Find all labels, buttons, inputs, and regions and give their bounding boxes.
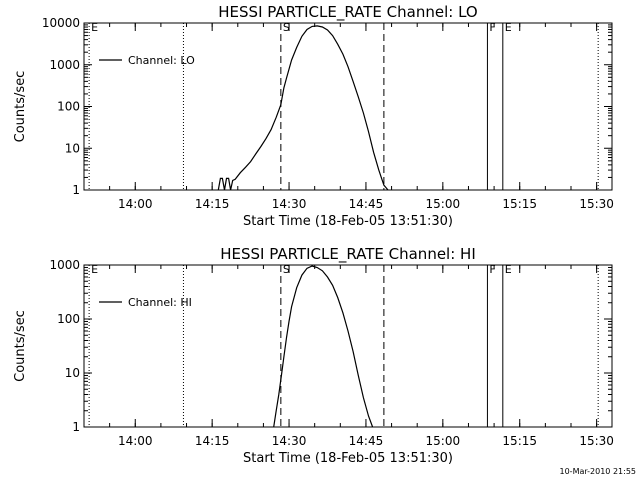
y-tick-label: 10000 — [42, 16, 80, 30]
plot-frame — [83, 22, 613, 191]
chart-title: HESSI PARTICLE_RATE Channel: LO — [218, 3, 477, 22]
x-tick-label: 14:45 — [349, 197, 384, 211]
x-tick-label: 14:30 — [272, 197, 307, 211]
chart-hi-channel: HESSI PARTICLE_RATE Channel: HI Start Tim… — [13, 245, 614, 466]
y-axis-label: Counts/sec — [13, 310, 28, 382]
x-axis-label: Start Time (18-Feb-05 13:51:30) — [243, 214, 453, 229]
y-tick-label: 1 — [72, 420, 80, 434]
event-marker-label: E — [505, 21, 512, 34]
series-line — [217, 25, 389, 191]
event-marker-label: F — [489, 21, 495, 34]
event-marker-label: S — [283, 263, 290, 276]
x-tick-label: 14:45 — [349, 434, 384, 448]
x-tick-label: 15:00 — [426, 197, 461, 211]
y-tick-label: 100 — [57, 100, 80, 114]
x-tick-label: 14:15 — [195, 434, 230, 448]
y-tick-label: 10 — [65, 366, 80, 380]
event-marker-label: F — [489, 263, 495, 276]
x-tick-label: 14:30 — [272, 434, 307, 448]
y-tick-label: 1000 — [49, 258, 80, 272]
x-tick-label: 14:15 — [195, 197, 230, 211]
series-line — [273, 265, 374, 428]
y-tick-label: 1 — [72, 183, 80, 197]
event-marker-label: E — [505, 263, 512, 276]
event-marker-label: S — [283, 21, 290, 34]
chart-title: HESSI PARTICLE_RATE Channel: HI — [220, 245, 476, 264]
x-tick-label: 14:00 — [118, 197, 153, 211]
x-axis-label: Start Time (18-Feb-05 13:51:30) — [243, 451, 453, 466]
footer-timestamp: 10-Mar-2010 21:55 — [560, 467, 637, 476]
event-marker-label: E — [91, 21, 98, 34]
legend-label: Channel: HI — [128, 296, 192, 309]
plot-frame — [83, 264, 613, 428]
legend-label: Channel: LO — [128, 54, 195, 67]
x-tick-label: 15:00 — [426, 434, 461, 448]
x-tick-label: 15:15 — [502, 197, 537, 211]
x-tick-label: 15:30 — [579, 434, 614, 448]
y-tick-label: 100 — [57, 312, 80, 326]
event-marker-label: E — [91, 263, 98, 276]
x-tick-label: 15:30 — [579, 197, 614, 211]
y-tick-label: 1000 — [49, 58, 80, 72]
x-tick-label: 15:15 — [502, 434, 537, 448]
x-tick-label: 14:00 — [118, 434, 153, 448]
chart-lo-channel: HESSI PARTICLE_RATE Channel: LO Start Tim… — [13, 3, 614, 229]
y-tick-label: 10 — [65, 141, 80, 155]
y-axis-label: Counts/sec — [13, 71, 28, 143]
